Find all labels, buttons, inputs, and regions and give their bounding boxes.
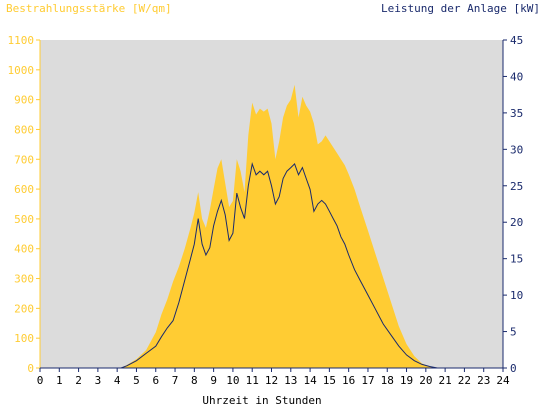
right-tick-label: 10 (510, 289, 523, 302)
x-tick-label: 15 (323, 374, 336, 387)
x-tick-label: 12 (265, 374, 278, 387)
x-axis-label: Uhrzeit in Stunden (202, 394, 321, 407)
left-tick-label: 100 (14, 332, 34, 345)
x-tick-label: 16 (342, 374, 355, 387)
right-tick-label: 15 (510, 253, 523, 266)
title-right: Leistung der Anlage [kW] (381, 2, 540, 15)
irradiance-area (40, 84, 503, 368)
x-tick-label: 20 (419, 374, 432, 387)
x-tick-label: 13 (284, 374, 297, 387)
x-tick-label: 24 (496, 374, 510, 387)
power-line (40, 161, 503, 369)
left-tick-label: 600 (14, 183, 34, 196)
left-tick-label: 0 (27, 362, 34, 375)
x-tick-label: 9 (210, 374, 217, 387)
left-tick-label: 500 (14, 213, 34, 226)
left-tick-label: 200 (14, 302, 34, 315)
x-tick-label: 10 (226, 374, 239, 387)
right-tick-label: 45 (510, 34, 523, 47)
x-tick-label: 19 (400, 374, 413, 387)
right-tick-label: 40 (510, 70, 523, 83)
left-tick-label: 300 (14, 273, 34, 286)
x-tick-label: 11 (246, 374, 259, 387)
x-tick-label: 21 (439, 374, 452, 387)
title-left: Bestrahlungsstärke [W/qm] (6, 2, 172, 15)
x-tick-label: 22 (458, 374, 471, 387)
right-tick-label: 25 (510, 180, 523, 193)
left-tick-label: 1000 (8, 64, 35, 77)
x-tick-label: 1 (56, 374, 63, 387)
left-tick-label: 1100 (8, 34, 35, 47)
left-tick-label: 700 (14, 153, 34, 166)
x-tick-label: 17 (361, 374, 374, 387)
x-tick-label: 0 (37, 374, 44, 387)
x-tick-label: 14 (303, 374, 317, 387)
ticks-layer: 0100200300400500600700800900100011000510… (8, 34, 524, 387)
right-tick-label: 35 (510, 107, 523, 120)
x-tick-label: 23 (477, 374, 490, 387)
x-tick-label: 6 (152, 374, 159, 387)
x-tick-label: 4 (114, 374, 121, 387)
x-tick-label: 7 (172, 374, 179, 387)
right-tick-label: 5 (510, 326, 517, 339)
right-tick-label: 0 (510, 362, 517, 375)
right-tick-label: 30 (510, 143, 523, 156)
series-layer (40, 84, 503, 369)
left-tick-label: 800 (14, 123, 34, 136)
left-tick-label: 900 (14, 94, 34, 107)
x-tick-label: 18 (381, 374, 394, 387)
left-tick-label: 400 (14, 243, 34, 256)
x-tick-label: 2 (75, 374, 82, 387)
right-tick-label: 20 (510, 216, 523, 229)
x-tick-label: 3 (95, 374, 102, 387)
x-tick-label: 8 (191, 374, 198, 387)
x-tick-label: 5 (133, 374, 140, 387)
